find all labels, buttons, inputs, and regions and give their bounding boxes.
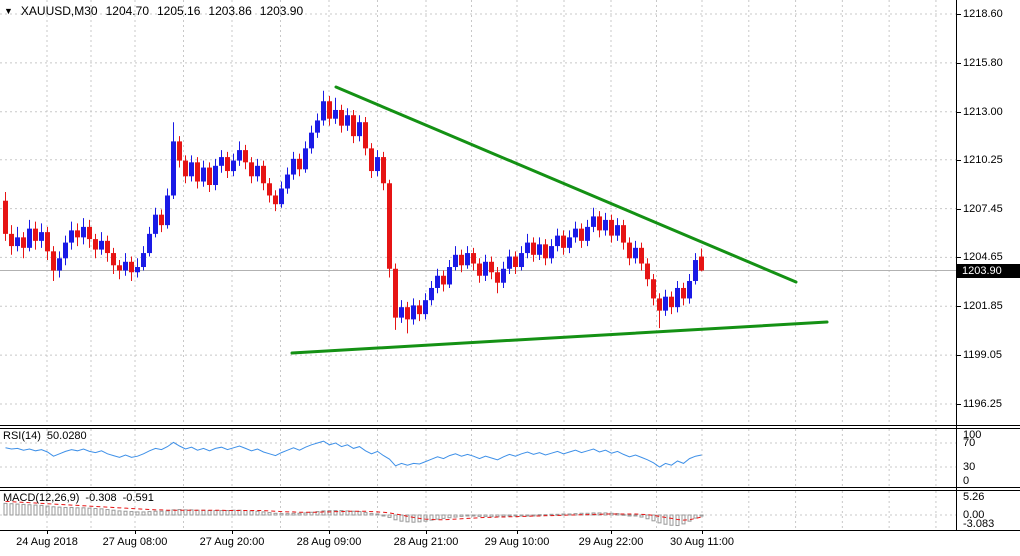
panel-separator[interactable] bbox=[0, 487, 1020, 491]
time-axis-label: 27 Aug 08:00 bbox=[102, 536, 168, 548]
trendline-descending-resistance[interactable] bbox=[334, 85, 798, 284]
time-axis-tick bbox=[517, 530, 518, 534]
quote-close: 1203.90 bbox=[259, 4, 304, 18]
price-axis-label: 1213.00 bbox=[963, 106, 1003, 118]
time-axis-label: 28 Aug 21:00 bbox=[393, 536, 459, 548]
macd-signal-value: -0.591 bbox=[122, 492, 154, 504]
macd-indicator-label: MACD(12,26,9) -0.308 -0.591 bbox=[3, 492, 154, 504]
price-axis-label: 1196.25 bbox=[963, 398, 1002, 410]
rsi-axis-label: 30 bbox=[963, 461, 976, 473]
current-price-tag: 1203.90 bbox=[957, 264, 1020, 278]
time-axis-label: 28 Aug 09:00 bbox=[296, 536, 362, 548]
quote-high: 1205.16 bbox=[157, 4, 201, 18]
symbol-period-label: XAUUSD,M30 bbox=[20, 4, 98, 18]
macd-axis-label: 5.26 bbox=[963, 491, 985, 503]
time-axis-label: 30 Aug 11:00 bbox=[669, 536, 735, 548]
rsi-axis-label: 0 bbox=[963, 475, 970, 487]
macd-axis-label: 0.00 bbox=[963, 509, 985, 521]
time-axis-tick bbox=[329, 530, 330, 534]
macd-axis-label: -3.083 bbox=[963, 518, 995, 530]
time-axis-label: 27 Aug 20:00 bbox=[199, 536, 265, 548]
price-axis-tick bbox=[956, 209, 961, 210]
macd-panel-canvas[interactable] bbox=[0, 491, 956, 530]
macd-name: MACD(12,26,9) bbox=[3, 492, 80, 504]
time-axis-label: 24 Aug 2018 bbox=[16, 536, 78, 548]
macd-panel[interactable] bbox=[0, 491, 956, 530]
rsi-panel-canvas[interactable] bbox=[0, 429, 956, 487]
panel-separator[interactable] bbox=[0, 425, 1020, 429]
time-axis-tick bbox=[135, 530, 136, 534]
price-axis-tick bbox=[956, 257, 961, 258]
time-axis-border bbox=[0, 530, 1020, 531]
price-axis-label: 1215.80 bbox=[963, 57, 1003, 69]
main-chart-panel[interactable] bbox=[0, 0, 956, 425]
time-axis-label: 29 Aug 10:00 bbox=[484, 536, 550, 548]
time-axis-label: 29 Aug 22:00 bbox=[578, 536, 644, 548]
rsi-panel[interactable] bbox=[0, 429, 956, 487]
price-axis-tick bbox=[956, 63, 961, 64]
price-axis-tick bbox=[956, 404, 961, 405]
price-axis-label: 1210.25 bbox=[963, 154, 1003, 166]
rsi-axis-label: 70 bbox=[963, 437, 976, 449]
quote-low: 1203.86 bbox=[208, 4, 252, 18]
price-axis-tick bbox=[956, 355, 961, 356]
time-axis-tick bbox=[47, 530, 48, 534]
quote-open: 1204.70 bbox=[105, 4, 149, 18]
time-axis-tick bbox=[611, 530, 612, 534]
trendline-ascending-support[interactable] bbox=[290, 320, 829, 355]
price-axis-border bbox=[956, 0, 957, 530]
rsi-value: 50.0280 bbox=[46, 430, 87, 442]
price-axis-tick bbox=[956, 112, 961, 113]
macd-main-value: -0.308 bbox=[85, 492, 117, 504]
price-axis-label: 1204.65 bbox=[963, 251, 1003, 263]
rsi-indicator-label: RSI(14) 50.0280 bbox=[3, 430, 87, 442]
price-axis-label: 1218.60 bbox=[963, 8, 1003, 20]
price-axis-label: 1199.05 bbox=[963, 349, 1002, 361]
price-axis-tick bbox=[956, 14, 961, 15]
price-axis-label: 1201.85 bbox=[963, 300, 1003, 312]
time-axis-tick bbox=[702, 530, 703, 534]
price-axis-tick bbox=[956, 160, 961, 161]
main-chart-canvas[interactable] bbox=[0, 0, 956, 425]
rsi-axis-label: 100 bbox=[963, 429, 982, 441]
time-axis-tick bbox=[232, 530, 233, 534]
price-axis-label: 1207.45 bbox=[963, 203, 1003, 215]
quote-header: ▼ XAUUSD,M30 1204.70 1205.16 1203.86 120… bbox=[4, 4, 303, 18]
time-axis-tick bbox=[426, 530, 427, 534]
tick-down-icon: ▼ bbox=[4, 6, 13, 16]
rsi-name: RSI(14) bbox=[3, 430, 41, 442]
price-axis-tick bbox=[956, 306, 961, 307]
